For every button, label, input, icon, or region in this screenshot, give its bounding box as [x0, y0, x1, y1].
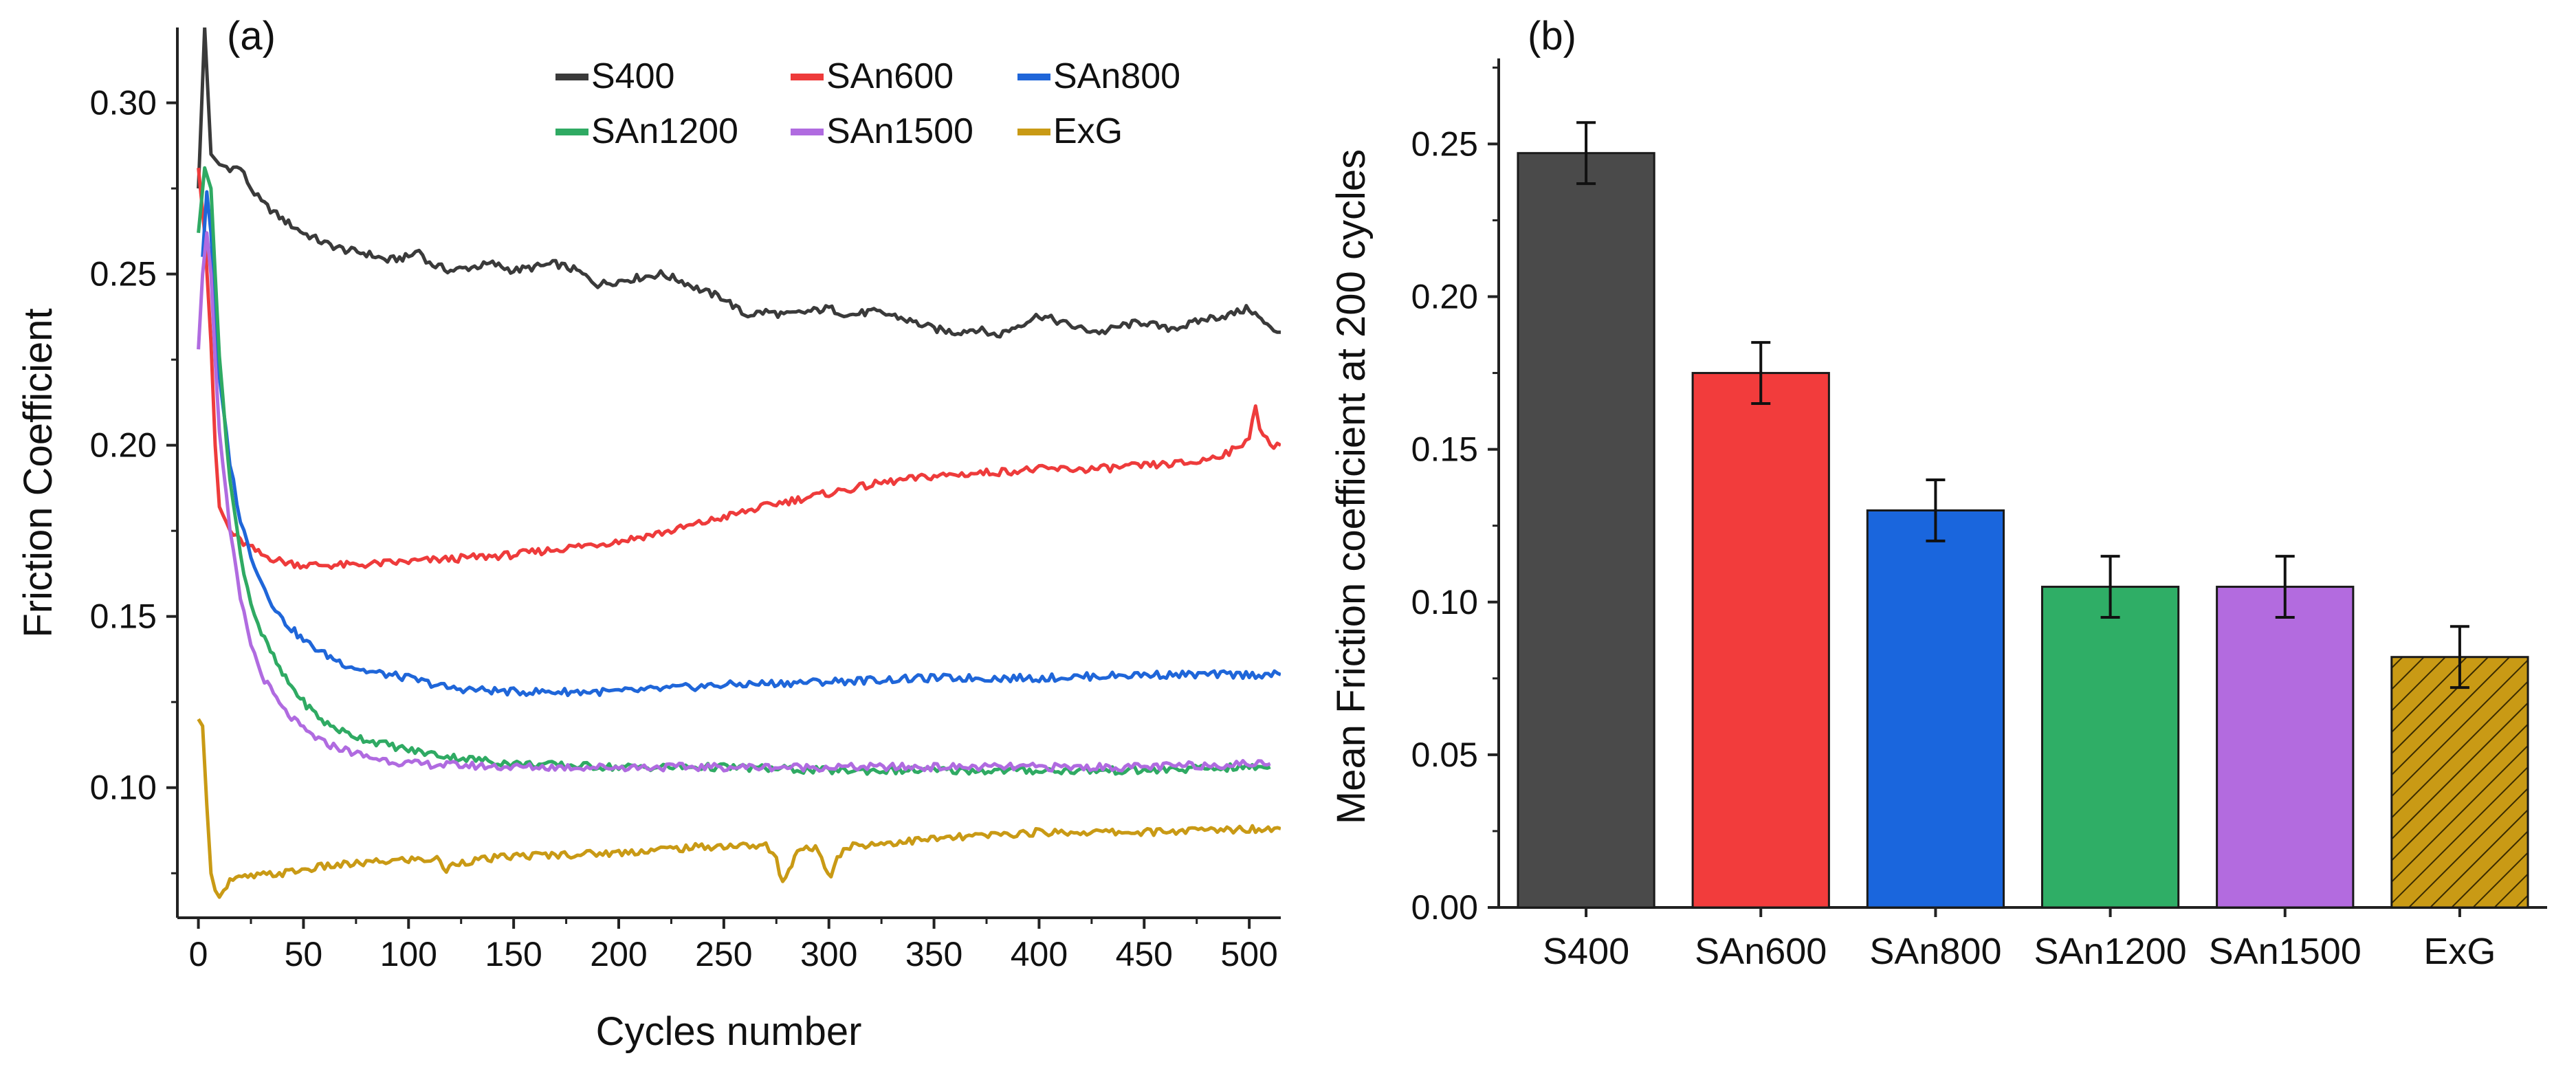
x-category-label-san1500: SAn1500 [2209, 931, 2362, 972]
legend-label: SAn600 [826, 56, 954, 96]
series-line-exg [197, 718, 1281, 899]
legend-entry-s400: S400 [555, 56, 674, 96]
legend-label: ExG [1053, 111, 1123, 151]
legend-entry-san800: SAn800 [1017, 56, 1180, 96]
series-line-san600 [197, 167, 1281, 570]
panel-a-y-tick-label: 0.10 [90, 769, 157, 807]
panel-b-y-tick-label: 0.15 [1411, 430, 1478, 469]
panel-b-bars [1517, 121, 2529, 909]
panel-a-x-tick-label: 400 [1011, 935, 1068, 973]
panel-a-y-tick-label: 0.15 [90, 597, 157, 636]
panel-a-label: (a) [227, 14, 276, 58]
panel-a-x-tick-label: 50 [285, 935, 323, 973]
panel-a-x-tick-label: 500 [1220, 935, 1277, 973]
panel-b-y-tick-label: 0.20 [1411, 278, 1478, 316]
panel-a-x-tick-label: 350 [905, 935, 962, 973]
series-line-s400 [197, 27, 1281, 339]
bar-san800 [1866, 509, 2005, 909]
panel-a-y-axis-title: Friction Coefficient [16, 308, 60, 637]
panel-a-x-tick-label: 250 [695, 935, 752, 973]
panel-a-axes [176, 27, 1281, 919]
panel-a-x-ticks: 0 50 100 150 200 250 300 350 400 450 500 [189, 918, 1278, 973]
x-category-label-san600: SAn600 [1695, 931, 1827, 972]
panel-b-x-labels: S400 SAn600 SAn800 SAn1200 SAn1500 ExG [1543, 907, 2496, 972]
legend-label: S400 [591, 56, 674, 96]
panel-a-x-tick-label: 200 [590, 935, 647, 973]
x-category-label-exg: ExG [2423, 931, 2496, 972]
bar-san1500 [2216, 586, 2355, 909]
x-category-label-san800: SAn800 [1869, 931, 2001, 972]
x-category-label-san1200: SAn1200 [2034, 931, 2186, 972]
panel-b-y-tick-label: 0.10 [1411, 583, 1478, 621]
panel-b-y-tick-label: 0.25 [1411, 124, 1478, 163]
panel-a-x-tick-label: 150 [485, 935, 542, 973]
panel-a-y-tick-label: 0.25 [90, 255, 157, 294]
legend-label: SAn1200 [591, 111, 738, 151]
panel-b-y-tick-label: 0.00 [1411, 888, 1478, 927]
panel-a-x-tick-label: 450 [1116, 935, 1173, 973]
bar-exg [2390, 656, 2529, 909]
legend-label: SAn1500 [826, 111, 973, 151]
panel-a-line-chart: (a) 0.10 0.15 0.20 0.25 0.30 0 50 100 150 200 250… [16, 14, 1281, 1054]
series-line-san800 [201, 190, 1281, 698]
x-category-label-s400: S400 [1543, 931, 1629, 972]
panel-a-y-tick-label: 0.30 [90, 84, 157, 122]
panel-b-y-axis-title: Mean Friction coefficient at 200 cycles [1329, 149, 1374, 824]
bar-san600 [1691, 372, 1830, 909]
panel-a-legend: S400 SAn600 SAn800 SAn1200 SAn1500 ExG [555, 56, 1180, 151]
legend-label: SAn800 [1053, 56, 1180, 96]
legend-entry-san600: SAn600 [791, 56, 954, 96]
legend-entry-san1500: SAn1500 [791, 111, 973, 151]
panel-a-y-ticks: 0.10 0.15 0.20 0.25 0.30 [90, 84, 177, 874]
series-line-san1500 [197, 231, 1271, 773]
bar-san1200 [2040, 586, 2180, 909]
legend-entry-exg: ExG [1017, 111, 1123, 151]
legend-entry-san1200: SAn1200 [555, 111, 738, 151]
panel-a-y-tick-label: 0.20 [90, 426, 157, 465]
panel-b-axes [1497, 58, 2547, 909]
panel-b-label: (b) [1528, 14, 1576, 58]
panel-b-y-tick-label: 0.05 [1411, 736, 1478, 774]
panel-a-x-tick-label: 300 [800, 935, 857, 973]
panel-b-bar-chart: (b) 0.000.050.100.150.200.25 S400 SAn600 S… [1329, 14, 2547, 972]
panel-a-x-axis-title: Cycles number [596, 1009, 862, 1054]
panel-b-y-ticks: 0.00 0.05 0.10 0.15 0.20 0.25 [1411, 66, 1499, 927]
bar-s400 [1517, 152, 1655, 909]
panel-a-series [197, 27, 1281, 899]
panel-a-x-tick-label: 100 [380, 935, 437, 973]
panel-a-x-tick-label: 0 [189, 935, 208, 973]
